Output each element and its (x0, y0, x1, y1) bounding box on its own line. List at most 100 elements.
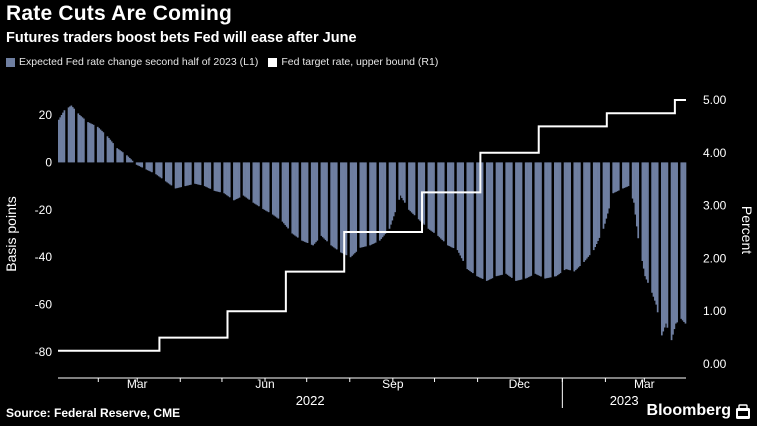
bar (469, 162, 471, 272)
bar (326, 162, 328, 242)
bar (402, 162, 405, 201)
bar (295, 162, 298, 237)
bar (433, 162, 435, 233)
bar (276, 162, 278, 218)
bar (323, 162, 326, 239)
bar (467, 162, 470, 271)
bar (665, 162, 667, 324)
bar (121, 152, 124, 163)
bar (169, 162, 171, 185)
bar (412, 162, 414, 214)
bar (437, 162, 439, 236)
bar (365, 162, 367, 247)
bar (301, 162, 303, 241)
bar (510, 162, 513, 278)
bar (662, 162, 665, 332)
bar (485, 162, 488, 281)
bar (622, 162, 624, 189)
bar (579, 162, 581, 266)
bar (666, 162, 669, 328)
bar (644, 162, 647, 277)
bar (428, 162, 431, 230)
terminal-icon (736, 404, 750, 419)
bar (654, 162, 656, 301)
bar (284, 162, 287, 226)
bar (565, 162, 567, 270)
chart-subtitle: Futures traders boost bets Fed will ease… (6, 30, 357, 46)
bar (99, 129, 102, 163)
bar (324, 162, 327, 240)
bar (488, 162, 491, 280)
bar (71, 107, 74, 163)
bar (602, 162, 605, 229)
bar (616, 162, 619, 192)
legend: Expected Fed rate change second half of … (6, 56, 448, 68)
bar (588, 162, 591, 256)
bar (534, 162, 537, 274)
bar (149, 162, 152, 172)
bar (63, 110, 66, 163)
bar (310, 162, 313, 245)
bar (642, 162, 645, 269)
bar (627, 162, 630, 187)
bar (345, 162, 348, 256)
bar (487, 162, 490, 281)
bar (490, 162, 492, 279)
bar (238, 162, 241, 198)
year-label: 2023 (610, 393, 639, 408)
bar (131, 160, 134, 163)
bar (195, 162, 198, 185)
bar (137, 162, 139, 166)
bar (106, 136, 109, 163)
bar (330, 162, 333, 246)
bar (320, 162, 323, 236)
bar (228, 162, 231, 198)
bar (174, 162, 177, 189)
bar (509, 162, 512, 277)
bar (69, 106, 71, 163)
bar (373, 162, 376, 244)
left-tick-label: 0 (45, 155, 52, 169)
legend-label-bars: Expected Fed rate change second half of … (19, 56, 259, 68)
bar (524, 162, 527, 279)
bar (594, 162, 596, 248)
right-tick-label: 3.00 (703, 199, 727, 213)
bar (205, 162, 207, 187)
bar (187, 162, 189, 186)
bar (108, 138, 110, 163)
bar (584, 162, 587, 261)
bar (266, 162, 269, 212)
bar (577, 162, 580, 268)
source-note: Source: Federal Reserve, CME (6, 406, 181, 420)
bar (417, 162, 420, 220)
bar (663, 162, 666, 328)
bar (271, 162, 274, 215)
bar (352, 162, 355, 255)
bar (287, 162, 289, 229)
bar (198, 162, 201, 185)
bar (156, 162, 159, 176)
bar (248, 162, 251, 200)
bar (283, 162, 285, 224)
bar (608, 162, 610, 209)
bar (670, 162, 673, 341)
bar (554, 162, 556, 277)
bar (194, 162, 196, 184)
bar (535, 162, 538, 275)
bar (116, 148, 119, 163)
bar (499, 162, 502, 276)
left-tick-label: -60 (35, 298, 53, 312)
bar (477, 162, 480, 277)
bar (119, 150, 121, 163)
bar (631, 162, 634, 199)
bar (335, 162, 338, 250)
bar (265, 162, 267, 211)
chart-title: Rate Cuts Are Coming (6, 2, 233, 25)
bar (98, 128, 100, 163)
bar (466, 162, 469, 270)
legend-item-line: Fed target rate, upper bound (R1) (268, 56, 438, 68)
bar (333, 162, 335, 248)
bar (451, 162, 453, 248)
bar (527, 162, 530, 278)
